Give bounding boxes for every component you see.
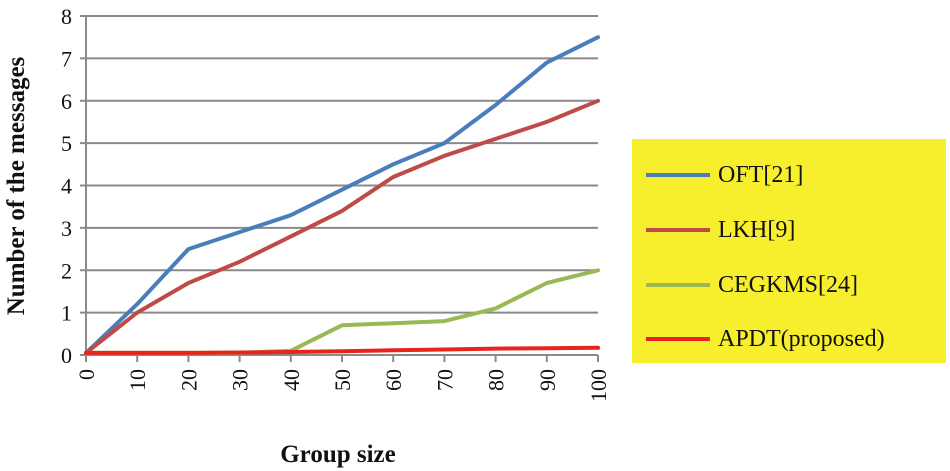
legend-label: CEGKMS[24]	[718, 271, 859, 298]
legend-item-cegkms: CEGKMS[24]	[632, 270, 858, 300]
legend-item-lkh: LKH[9]	[632, 215, 795, 245]
y-tick-label-5: 5	[61, 131, 72, 156]
series-line-oft-21	[84, 35, 600, 355]
x-tick-label-80: 80	[484, 369, 509, 391]
legend-label: OFT[21]	[718, 161, 804, 188]
x-tick-label-100: 100	[586, 369, 611, 402]
y-axis-title: Number of the messages	[3, 56, 30, 315]
y-tick-labels: 0 1 2 3 4 5 6 7 8	[61, 4, 72, 368]
x-tick-label-0: 0	[74, 369, 99, 380]
legend: OFT[21] LKH[9] CEGKMS[24] APDT(proposed)	[632, 139, 946, 363]
y-tick-label-8: 8	[61, 4, 72, 29]
x-tick-label-10: 10	[125, 369, 150, 391]
y-tick-label-6: 6	[61, 89, 72, 114]
series-line-apdt-proposed	[84, 345, 600, 355]
y-tick-label-2: 2	[61, 258, 72, 283]
legend-item-oft: OFT[21]	[632, 160, 803, 190]
x-tick-label-50: 50	[330, 369, 355, 391]
x-tick-labels: 0 10 20 30 40 50 60 70 80 90 100	[74, 369, 611, 402]
legend-label: LKH[9]	[718, 216, 796, 243]
legend-swatch	[646, 337, 710, 341]
y-tick-label-1: 1	[61, 301, 72, 326]
legend-swatch	[646, 173, 710, 177]
y-tick-label-3: 3	[61, 216, 72, 241]
y-tick-label-4: 4	[61, 174, 72, 199]
x-tick-label-70: 70	[432, 369, 457, 391]
legend-item-apdt: APDT(proposed)	[632, 324, 885, 354]
legend-swatch	[646, 283, 710, 287]
x-axis-title: Group size	[280, 441, 396, 468]
x-tick-label-20: 20	[176, 369, 201, 391]
x-tick-label-90: 90	[535, 369, 560, 391]
legend-label: APDT(proposed)	[718, 325, 885, 352]
gridlines	[86, 15, 598, 314]
y-tick-label-7: 7	[61, 46, 72, 71]
x-tick-label-60: 60	[381, 369, 406, 391]
legend-swatch	[646, 228, 710, 232]
axes	[80, 15, 599, 362]
y-tick-label-0: 0	[61, 343, 72, 368]
series-line-lkh-9	[84, 98, 600, 355]
x-tick-label-30: 30	[228, 369, 253, 391]
series-line-cegkms-24	[84, 268, 600, 355]
x-tick-label-40: 40	[279, 369, 304, 391]
series-lines	[84, 35, 600, 355]
